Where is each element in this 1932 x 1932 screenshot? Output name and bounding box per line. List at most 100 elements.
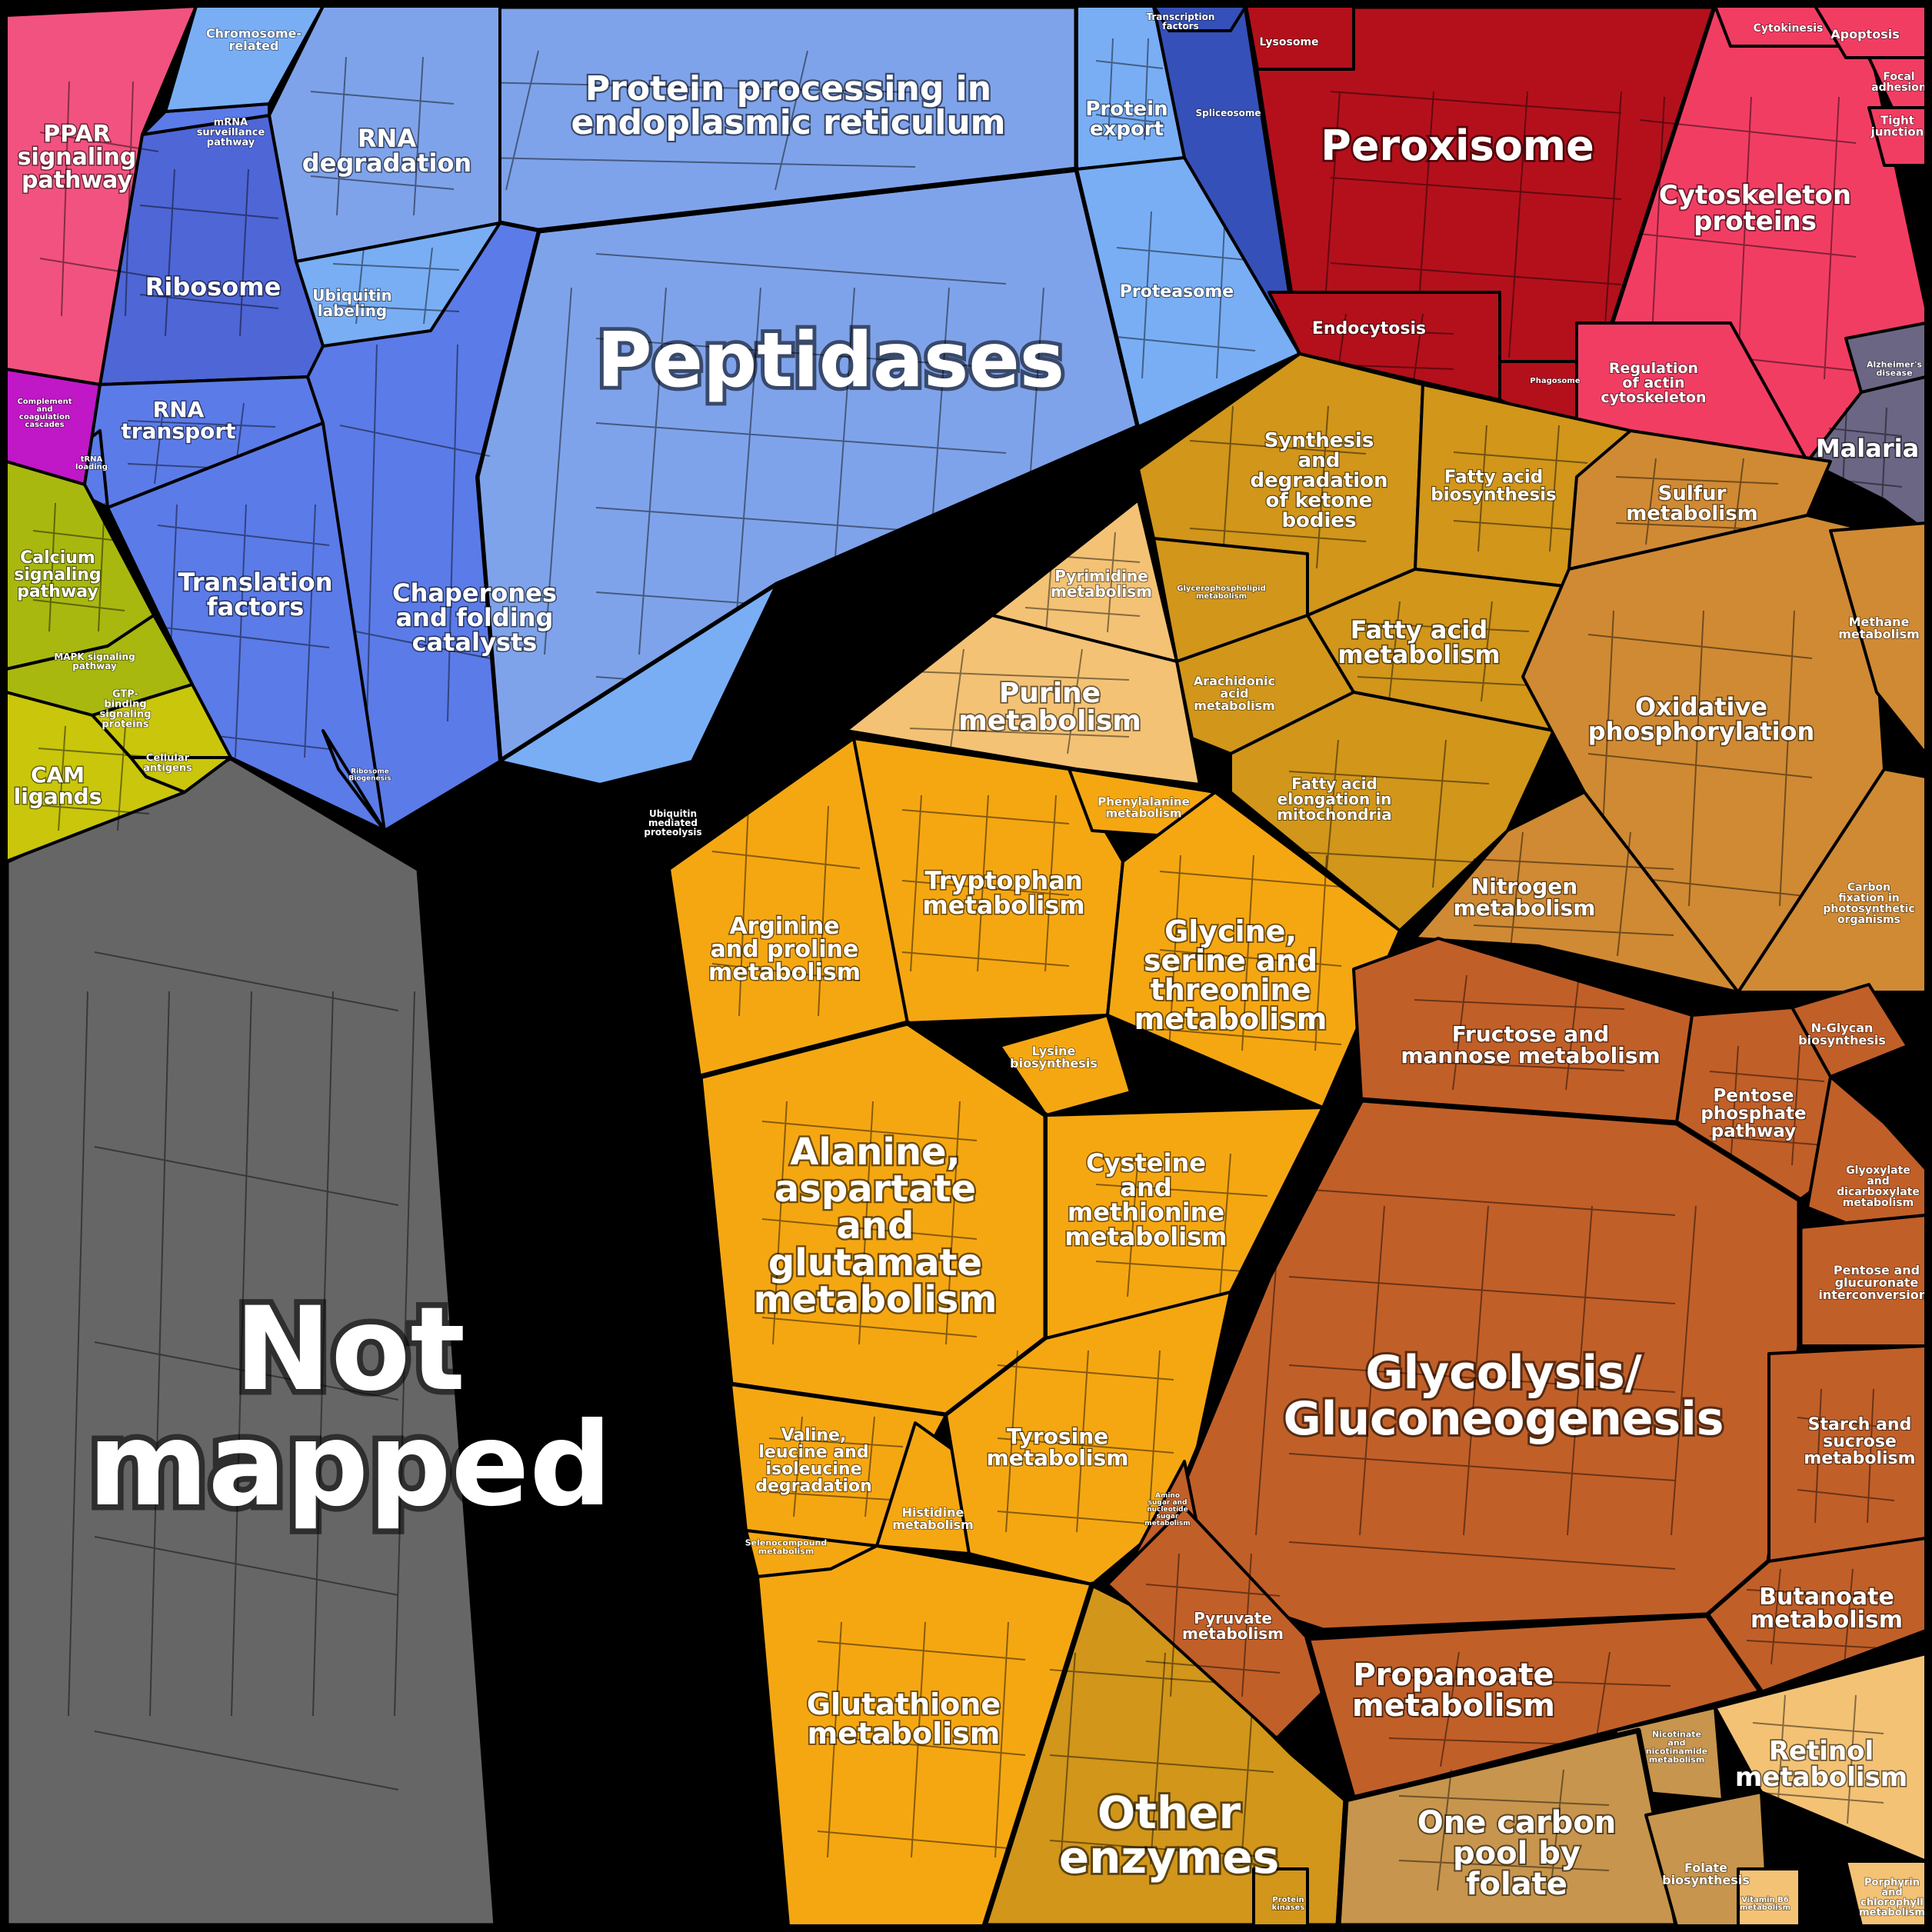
cell-texture-fatty-acid-biosynthesis bbox=[1453, 425, 1588, 552]
label-arginine-and-proline-metabolism: Arginine and proline metabolism bbox=[708, 913, 861, 986]
label-lysosome: Lysosome bbox=[1259, 36, 1318, 48]
cell-texture-cytoskeleton-proteins bbox=[1639, 96, 1857, 380]
label-purine-metabolism: Purine metabolism bbox=[958, 678, 1141, 737]
cell-texture-rna-degradation bbox=[310, 56, 455, 216]
cell-texture-valine-leucine-and-isoleucine-degradation bbox=[768, 1416, 904, 1517]
cell-nitrogen-metabolism bbox=[1414, 791, 1740, 994]
cell-texture-glycolysis-gluconeogenesis bbox=[1255, 1188, 1697, 1570]
label-ubiquitin-labeling: Ubiquitin labeling bbox=[312, 286, 391, 320]
cell-texture-fatty-acid-metabolism bbox=[1357, 601, 1530, 702]
label-apoptosis: Apoptosis bbox=[1830, 27, 1899, 42]
label-regulation-of-actin-cytoskeleton: Regulation of actin cytoskeleton bbox=[1601, 360, 1706, 406]
label-protein-processing-in-endoplasmic-reticulum: Protein processing in endoplasmic reticul… bbox=[571, 69, 1006, 142]
label-starch-and-sucrose-metabolism: Starch and sucrose metabolism bbox=[1804, 1415, 1915, 1468]
label-ppar-signaling-pathway: PPAR signaling pathway bbox=[18, 121, 137, 194]
label-arachidonic-acid-metabolism: Arachidonic acid metabolism bbox=[1194, 674, 1275, 713]
label-fatty-acid-elongation-in-mitochondria: Fatty acid elongation in mitochondria bbox=[1277, 774, 1392, 824]
cell-texture-endocytosis bbox=[1310, 313, 1454, 381]
label-cysteine-and-methionine-metabolism: Cysteine and methionine metabolism bbox=[1064, 1148, 1227, 1251]
label-endocytosis: Endocytosis bbox=[1312, 319, 1426, 338]
label-glyoxylate-and-dicarboxylate-metabolism: Glyoxylate and dicarboxylate metabolism bbox=[1837, 1164, 1920, 1209]
label-mapk-signaling-pathway: MAPK signaling pathway bbox=[54, 651, 135, 671]
label-glycolysis-gluconeogenesis: Glycolysis/Gluconeogenesis bbox=[1284, 1346, 1724, 1446]
cell-texture-pyruvate-metabolism bbox=[1145, 1553, 1281, 1697]
label-mrna-surveillance-pathway: mRNA surveillance pathway bbox=[197, 117, 265, 148]
label-peptidases: Peptidases bbox=[597, 317, 1064, 405]
cell-translation-factors bbox=[106, 421, 386, 832]
cell-texture-proteasome bbox=[1116, 211, 1256, 379]
label-lysine-biosynthesis: Lysine biosynthesis bbox=[1010, 1044, 1098, 1071]
label-alzheimer-s-disease: Alzheimer's disease bbox=[1867, 360, 1922, 378]
label-proteasome: Proteasome bbox=[1120, 282, 1234, 301]
label-calcium-signaling-pathway: Calcium signaling pathway bbox=[14, 548, 101, 601]
label-malaria: Malaria bbox=[1816, 434, 1919, 463]
label-spliceosome: Spliceosome bbox=[1196, 108, 1261, 118]
cell-texture-malaria bbox=[1828, 407, 1903, 504]
cell-ubiquitin-mediated-proteolysis bbox=[498, 583, 778, 786]
label-methane-metabolism: Methane metabolism bbox=[1838, 615, 1920, 641]
label-ubiquitin-mediated-proteolysis: Ubiquitin mediated proteolysis bbox=[644, 808, 701, 838]
label-retinol-metabolism: Retinol metabolism bbox=[1735, 1736, 1907, 1793]
label-nicotinate-and-nicotinamide-metabolism: Nicotinate and nicotinamide metabolism bbox=[1646, 1730, 1708, 1765]
label-selenocompound-metabolism: Selenocompound metabolism bbox=[745, 1538, 828, 1557]
cell-texture-peptidases bbox=[544, 253, 1044, 708]
cell-texture-purine-metabolism bbox=[909, 648, 1130, 754]
label-n-glycan-biosynthesis: N-Glycan biosynthesis bbox=[1798, 1021, 1886, 1048]
label-porphyrin-and-chlorophyll-metabolism: Porphyrin and chlorophyll metabolism bbox=[1859, 1877, 1925, 1918]
label-protein-export: Protein export bbox=[1085, 98, 1168, 141]
cell-lysine-biosynthesis bbox=[998, 1014, 1132, 1117]
label-not-mapped: Not mapped bbox=[88, 1283, 611, 1532]
label-pyruvate-metabolism: Pyruvate metabolism bbox=[1182, 1609, 1284, 1643]
cell-texture-fatty-acid-elongation-in-mitochondria bbox=[1288, 739, 1490, 888]
label-complement-and-coagulation-cascades: Complement and coagulation cascades bbox=[17, 398, 72, 429]
label-ribosome-biogenesis: Ribosome Biogenesis bbox=[349, 768, 391, 782]
cell-glycerophospholipid-metabolism bbox=[1152, 537, 1309, 663]
label-pyrimidine-metabolism: Pyrimidine metabolism bbox=[1051, 567, 1152, 601]
label-rna-transport: RNA transport bbox=[121, 397, 235, 444]
label-fatty-acid-biosynthesis: Fatty acid biosynthesis bbox=[1431, 467, 1556, 505]
label-vitamin-b6-metabolism: Vitamin B6 metabolism bbox=[1740, 1896, 1790, 1912]
cell-purine-metabolism bbox=[844, 614, 1201, 786]
cell-texture-cam-ligands bbox=[38, 725, 150, 831]
label-chromosome-related: Chromosome-related bbox=[206, 26, 301, 53]
cell-texture-tryptophan-metabolism bbox=[901, 794, 1070, 972]
label-synthesis-and-degradation-of-ketone-bodies: Synthesis and degradation of ketone bodies bbox=[1250, 429, 1387, 532]
label-tight-junction: Tight junction bbox=[1870, 113, 1924, 138]
label-translation-factors: Translation factors bbox=[178, 568, 332, 621]
label-histidine-metabolism: Histidine metabolism bbox=[892, 1505, 974, 1532]
label-phenylalanine-metabolism: Phenylalanine metabolism bbox=[1098, 794, 1190, 820]
label-gtp-binding-signaling-proteins: GTP-binding signaling proteins bbox=[100, 688, 152, 730]
label-peroxisome: Peroxisome bbox=[1321, 122, 1594, 170]
cell-texture-calcium-signaling-pathway bbox=[32, 502, 125, 632]
cell-texture-butanoate-metabolism bbox=[1746, 1568, 1883, 1665]
cell-texture-translation-factors bbox=[157, 504, 330, 758]
label-butanoate-metabolism: Butanoate metabolism bbox=[1750, 1584, 1903, 1634]
label-nitrogen-metabolism: Nitrogen metabolism bbox=[1454, 874, 1596, 921]
label-pentose-and-glucuronate-interconversions: Pentose and glucuronate interconversions bbox=[1818, 1263, 1932, 1302]
label-transcription-factors: Transcription factors bbox=[1147, 12, 1215, 32]
cell-texture-propanoate-metabolism bbox=[1388, 1651, 1671, 1767]
label-valine-leucine-and-isoleucine-degradation: Valine, leucine and isoleucine degradation bbox=[755, 1426, 872, 1496]
cell-texture-sulfur-metabolism bbox=[1615, 458, 1779, 545]
cell-texture-pentose-phosphate-pathway bbox=[1709, 1045, 1825, 1166]
label-fatty-acid-metabolism: Fatty acid metabolism bbox=[1337, 615, 1500, 669]
cell-texture-one-carbon-pool-by-folate bbox=[1398, 1769, 1610, 1891]
cell-texture-alanine-aspartate-and-glutamate-metabolism bbox=[761, 1101, 978, 1345]
label-ribosome: Ribosome bbox=[145, 272, 281, 301]
cell-texture-glycine-serine-and-threonine-metabolism bbox=[1159, 854, 1342, 1051]
label-tyrosine-metabolism: Tyrosine metabolism bbox=[987, 1424, 1129, 1471]
cell-texture-ubiquitin-labeling bbox=[332, 247, 460, 325]
label-tryptophan-metabolism: Tryptophan metabolism bbox=[922, 866, 1084, 920]
label-cytoskeleton-proteins: Cytoskeleton proteins bbox=[1659, 180, 1851, 237]
cell-texture-ppar-signaling-pathway bbox=[39, 81, 159, 317]
label-propanoate-metabolism: Propanoate metabolism bbox=[1352, 1657, 1555, 1724]
label-glycine-serine-and-threonine-metabolism: Glycine, serine and threonine metabolism bbox=[1134, 914, 1327, 1036]
cell-texture-nitrogen-metabolism bbox=[1473, 831, 1674, 957]
cell-texture-retinol-metabolism bbox=[1752, 1694, 1884, 1824]
label-glutathione-metabolism: Glutathione metabolism bbox=[807, 1687, 1001, 1750]
label-focal-adhesion: Focal adhesion bbox=[1871, 71, 1927, 94]
label-sulfur-metabolism: Sulfur metabolism bbox=[1626, 482, 1758, 525]
label-other-enzymes: Other enzymes bbox=[1059, 1787, 1280, 1884]
